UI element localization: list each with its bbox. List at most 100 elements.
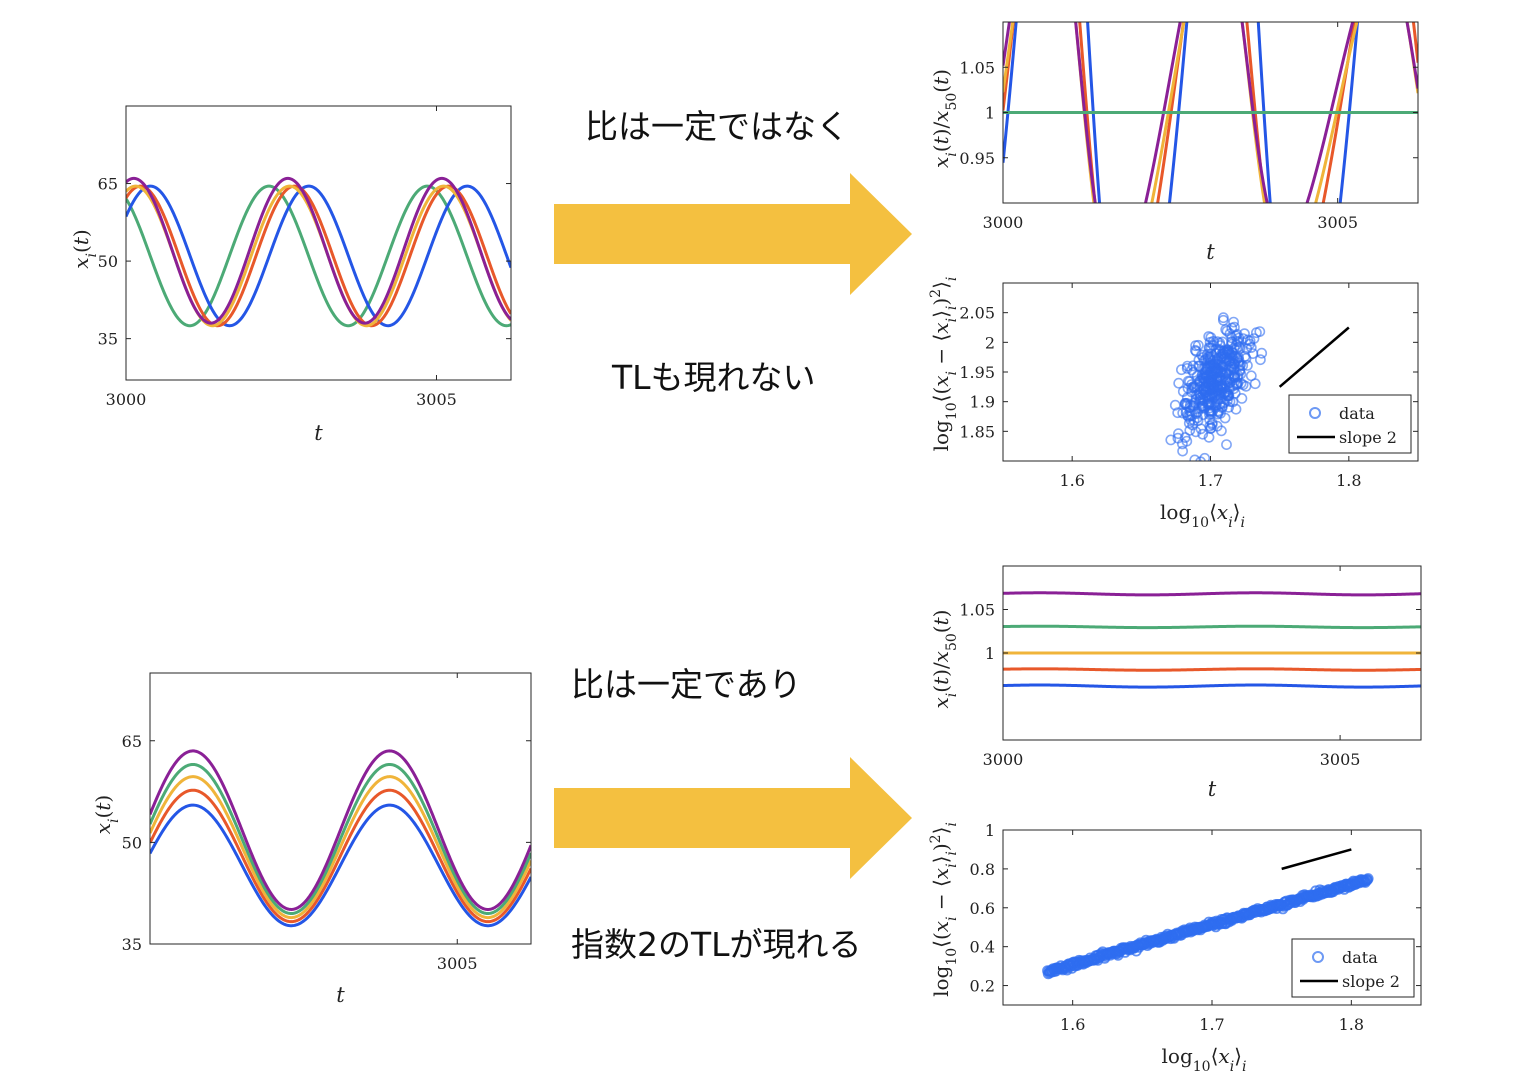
y-axis-label: log10⟨(xi − ⟨xi⟩i)2⟩i — [928, 277, 960, 452]
x-tick-label: 1.8 — [1339, 1015, 1364, 1034]
data-point — [1192, 339, 1204, 351]
slope-line — [1278, 326, 1350, 388]
data-point — [1206, 375, 1218, 387]
data-point — [1197, 428, 1209, 440]
data-point — [1190, 426, 1202, 438]
x-axis-label: t — [336, 983, 345, 1007]
ratio-line — [1003, 683, 1421, 689]
y-tick-label: 1 — [985, 644, 995, 663]
chart-bottom-ratio: 3000 3005 1 1.05 t xi(t)/x50(t) — [929, 565, 1422, 801]
data-point — [1183, 417, 1195, 429]
series-line — [150, 762, 531, 916]
data-point — [1203, 431, 1215, 443]
plot-area — [1042, 848, 1374, 980]
series-line — [126, 184, 511, 328]
plot-area — [126, 176, 511, 328]
data-point — [1217, 347, 1229, 359]
y-tick-label: 2.05 — [959, 304, 995, 323]
data-point — [1205, 342, 1217, 354]
ratio-line — [1003, 667, 1421, 672]
ratio-line — [1003, 624, 1421, 630]
data-point — [1217, 368, 1229, 379]
data-point — [1204, 406, 1216, 418]
bottom-annotation-line2: 指数2のTLが現れる — [571, 925, 862, 964]
y-tick-label: 0.6 — [970, 899, 995, 918]
data-point — [1204, 413, 1215, 425]
data-point — [1204, 420, 1216, 432]
x-tick-label: 3005 — [437, 954, 478, 973]
y-tick-label: 1.85 — [959, 422, 995, 441]
data-point — [1182, 360, 1193, 372]
top-annotation-line1: 比は一定ではなく — [585, 107, 849, 146]
data-point — [1180, 397, 1191, 409]
legend-label-slope: slope 2 — [1342, 972, 1400, 991]
y-tick-label: 1.95 — [959, 363, 995, 382]
plot-frame — [125, 105, 512, 381]
slope-line — [1281, 848, 1352, 871]
data-point — [1218, 312, 1229, 324]
ratio-line — [1003, 591, 1421, 597]
series-line — [126, 176, 511, 325]
data-point — [1181, 435, 1193, 447]
chart-top-ratio: 3000 3005 0.95 1 1.05 t xi(t)/x50(t) — [929, 21, 1419, 264]
data-point — [1225, 348, 1236, 360]
legend-marker-data — [1312, 951, 1324, 963]
data-point — [1190, 345, 1202, 357]
data-point — [1236, 392, 1248, 404]
y-tick-label: 35 — [98, 330, 118, 349]
data-point — [1247, 348, 1259, 359]
data-point — [1203, 398, 1215, 410]
data-point — [1182, 411, 1194, 422]
x-tick-label: 1.6 — [1059, 471, 1084, 490]
x-tick-label: 3000 — [983, 750, 1024, 769]
series-line — [126, 184, 511, 328]
y-tick-label: 1 — [985, 821, 995, 840]
ratio-line — [1003, 22, 1418, 203]
y-tick-label: 1 — [985, 104, 995, 123]
data-point — [1221, 386, 1233, 398]
chart-bottom-scatter: data slope 2 1.6 1.7 1.8 0.2 0.4 0.6 0.8 1 log10⟨x… — [928, 821, 1422, 1075]
y-axis-label: xi(t) — [69, 229, 100, 268]
bottom-arrow — [554, 757, 912, 879]
data-point — [1237, 333, 1249, 344]
series-line — [126, 184, 511, 328]
x-tick-label: 1.7 — [1198, 471, 1223, 490]
series-line — [150, 749, 531, 911]
x-tick-label: 3000 — [106, 390, 147, 409]
x-axis-label: t — [1208, 777, 1217, 801]
x-tick-label: 3005 — [416, 390, 457, 409]
data-point — [1254, 326, 1266, 337]
legend-label-slope: slope 2 — [1339, 428, 1397, 447]
y-axis-label: log10⟨(xi − ⟨xi⟩i)2⟩i — [928, 822, 960, 997]
data-point — [1184, 424, 1196, 436]
data-point — [1217, 398, 1229, 409]
top-arrow — [554, 173, 912, 295]
data-point — [1221, 439, 1232, 450]
series-line — [150, 803, 531, 928]
data-point — [1204, 374, 1216, 386]
legend-marker-data — [1309, 407, 1321, 419]
x-axis-label: log10⟨xi⟩i — [1160, 500, 1245, 531]
x-tick-label: 1.7 — [1199, 1015, 1224, 1034]
data-point — [1224, 396, 1236, 407]
y-tick-label: 0.2 — [970, 977, 995, 996]
series-line — [126, 184, 511, 328]
data-point — [1189, 454, 1201, 461]
data-point — [1255, 354, 1266, 366]
ratio-line — [1003, 22, 1418, 203]
data-point — [1245, 342, 1257, 353]
legend-label-data: data — [1339, 404, 1375, 423]
x-tick-label: 3005 — [1317, 213, 1358, 232]
data-point — [1234, 342, 1246, 354]
legend-label-data: data — [1342, 948, 1378, 967]
series-line — [150, 788, 531, 924]
chart-bottom-timeseries: 3005 35 50 65 t xi(t) — [91, 672, 532, 1007]
y-axis-label: xi(t) — [91, 795, 122, 834]
data-point — [1165, 434, 1177, 446]
y-tick-label: 0.4 — [970, 938, 995, 957]
legend-box — [1288, 394, 1412, 454]
ratio-line — [1003, 22, 1360, 203]
data-point — [1215, 378, 1227, 390]
